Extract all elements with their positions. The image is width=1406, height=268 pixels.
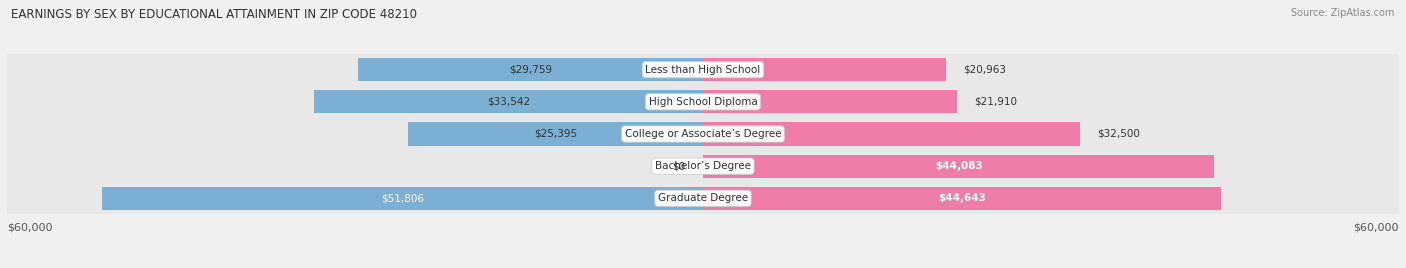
Text: $60,000: $60,000 (1354, 222, 1399, 232)
Text: Source: ZipAtlas.com: Source: ZipAtlas.com (1291, 8, 1395, 18)
Text: $25,395: $25,395 (534, 129, 578, 139)
Text: College or Associate’s Degree: College or Associate’s Degree (624, 129, 782, 139)
Text: $51,806: $51,806 (381, 193, 425, 203)
Bar (408, 122, 703, 146)
Text: $44,643: $44,643 (938, 193, 986, 203)
Text: $20,963: $20,963 (963, 65, 1007, 75)
Text: $33,542: $33,542 (486, 97, 530, 107)
Text: $29,759: $29,759 (509, 65, 553, 75)
Bar (703, 90, 957, 113)
Bar (703, 155, 1215, 178)
Bar (103, 187, 703, 210)
Bar (314, 90, 703, 113)
Text: EARNINGS BY SEX BY EDUCATIONAL ATTAINMENT IN ZIP CODE 48210: EARNINGS BY SEX BY EDUCATIONAL ATTAINMEN… (11, 8, 418, 21)
Text: Graduate Degree: Graduate Degree (658, 193, 748, 203)
Text: Bachelor’s Degree: Bachelor’s Degree (655, 161, 751, 171)
Text: $60,000: $60,000 (7, 222, 52, 232)
Text: Less than High School: Less than High School (645, 65, 761, 75)
Bar (703, 122, 1080, 146)
Text: High School Diploma: High School Diploma (648, 97, 758, 107)
Text: $21,910: $21,910 (974, 97, 1018, 107)
Bar (357, 58, 703, 81)
Bar (703, 58, 946, 81)
Text: $44,083: $44,083 (935, 161, 983, 171)
Bar (703, 187, 1220, 210)
Text: $32,500: $32,500 (1098, 129, 1140, 139)
Text: $0: $0 (672, 161, 686, 171)
